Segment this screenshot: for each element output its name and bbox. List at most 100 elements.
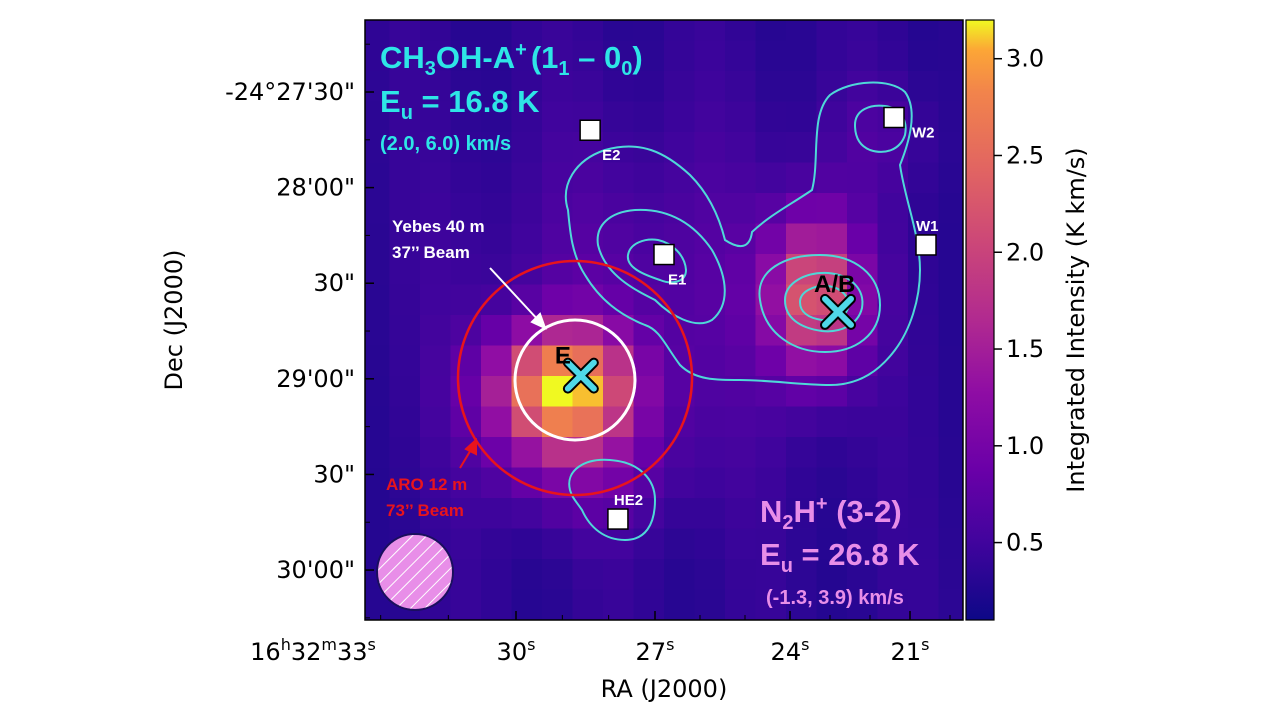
heatmap-pixel bbox=[481, 376, 513, 408]
heatmap-pixel bbox=[877, 162, 909, 194]
heatmap-pixel bbox=[481, 254, 513, 286]
heatmap-pixel bbox=[542, 498, 574, 530]
heatmap-pixel bbox=[389, 498, 421, 530]
heatmap-pixel bbox=[725, 528, 757, 560]
heatmap-pixel bbox=[877, 528, 909, 560]
pointing-x-ab: A/B bbox=[814, 271, 856, 330]
heatmap-pixel bbox=[908, 315, 940, 347]
heatmap-pixel bbox=[908, 20, 940, 42]
heatmap-pixel bbox=[786, 101, 818, 133]
heatmap-pixel bbox=[816, 437, 848, 469]
heatmap-pixel bbox=[542, 437, 574, 469]
heatmap-pixel bbox=[725, 40, 757, 72]
heatmap-pixel bbox=[755, 589, 787, 620]
heatmap-pixel bbox=[816, 223, 848, 255]
heatmap-pixel bbox=[389, 284, 421, 316]
heatmap-pixel bbox=[420, 284, 452, 316]
heatmap-pixel bbox=[908, 559, 940, 591]
aro-label-line1: ARO 12 m bbox=[386, 475, 467, 494]
heatmap-pixel bbox=[938, 559, 963, 591]
heatmap-pixel bbox=[389, 162, 421, 194]
heatmap-pixel bbox=[847, 589, 879, 620]
heatmap-pixel bbox=[847, 559, 879, 591]
heatmap-pixel bbox=[816, 20, 848, 42]
heatmap-pixel bbox=[420, 71, 452, 103]
heatmap-pixel bbox=[877, 345, 909, 377]
heatmap-pixel bbox=[694, 467, 726, 499]
heatmap-pixel bbox=[694, 376, 726, 408]
heatmap-pixel bbox=[847, 498, 879, 530]
heatmap-pixel bbox=[816, 467, 848, 499]
heatmap-pixel bbox=[389, 345, 421, 377]
heatmap-pixel bbox=[633, 40, 665, 72]
heatmap-pixel bbox=[664, 162, 696, 194]
y-tick-label: 29'00" bbox=[276, 365, 355, 393]
heatmap-pixel bbox=[877, 193, 909, 225]
heatmap-pixel bbox=[877, 406, 909, 438]
heatmap-pixel bbox=[908, 437, 940, 469]
heatmap-pixel bbox=[816, 40, 848, 72]
x-tick-label: 24s bbox=[771, 635, 810, 666]
heatmap-pixel bbox=[389, 406, 421, 438]
colorbar-ticks: 3.0 2.5 2.0 1.5 1.0 0.5 bbox=[994, 45, 1044, 557]
heatmap-pixel bbox=[450, 315, 482, 347]
heatmap-pixel bbox=[908, 132, 940, 164]
heatmap-pixel bbox=[633, 193, 665, 225]
heatmap-pixel bbox=[542, 101, 574, 133]
n2h-energy: Eu = 26.8 K bbox=[760, 537, 920, 577]
heatmap-pixel bbox=[816, 498, 848, 530]
heatmap-pixel bbox=[847, 406, 879, 438]
heatmap-pixel bbox=[633, 528, 665, 560]
heatmap-pixel bbox=[420, 406, 452, 438]
heatmap-pixel bbox=[603, 20, 635, 42]
heatmap-pixel bbox=[847, 528, 879, 560]
heatmap-pixel bbox=[365, 223, 391, 255]
heatmap-pixel bbox=[450, 345, 482, 377]
y-tick-label: 30" bbox=[313, 460, 355, 488]
heatmap-pixel bbox=[664, 437, 696, 469]
heatmap-pixel bbox=[877, 223, 909, 255]
heatmap-pixel bbox=[664, 498, 696, 530]
heatmap-pixel bbox=[420, 193, 452, 225]
heatmap-pixel bbox=[389, 20, 421, 42]
heatmap-pixel bbox=[633, 162, 665, 194]
heatmap-pixel bbox=[786, 71, 818, 103]
heatmap-pixel bbox=[664, 528, 696, 560]
heatmap-pixel bbox=[572, 71, 604, 103]
heatmap-pixel bbox=[694, 162, 726, 194]
heatmap-pixel bbox=[365, 254, 391, 286]
heatmap-pixel bbox=[511, 406, 543, 438]
heatmap-pixel bbox=[572, 20, 604, 42]
heatmap-pixel bbox=[816, 406, 848, 438]
heatmap-pixel bbox=[603, 162, 635, 194]
heatmap-pixel bbox=[389, 437, 421, 469]
heatmap-pixel bbox=[511, 223, 543, 255]
heatmap-pixel bbox=[694, 193, 726, 225]
heatmap-pixel bbox=[511, 20, 543, 42]
heatmap-pixel bbox=[877, 284, 909, 316]
heatmap-pixel bbox=[847, 376, 879, 408]
heatmap-pixel bbox=[847, 40, 879, 72]
heatmap-pixel bbox=[877, 498, 909, 530]
source-markers: E2 E1 W2 W1 HE2 bbox=[579, 106, 939, 530]
heatmap-pixel bbox=[389, 254, 421, 286]
heatmap-pixel bbox=[450, 71, 482, 103]
heatmap-pixel bbox=[938, 223, 963, 255]
heatmap-pixel bbox=[816, 101, 848, 133]
heatmap-pixel bbox=[938, 528, 963, 560]
heatmap-pixel bbox=[365, 20, 391, 42]
heatmap-pixel bbox=[603, 376, 635, 408]
heatmap-pixel bbox=[694, 559, 726, 591]
heatmap-pixel bbox=[450, 132, 482, 164]
heatmap-pixel bbox=[786, 406, 818, 438]
heatmap-pixel bbox=[420, 498, 452, 530]
y-axis-label: Dec (J2000) bbox=[160, 250, 188, 391]
heatmap-pixel bbox=[786, 437, 818, 469]
heatmap-pixel bbox=[389, 71, 421, 103]
heatmap-pixel bbox=[633, 71, 665, 103]
heatmap-pixel bbox=[938, 498, 963, 530]
contour-layer bbox=[564, 81, 922, 542]
heatmap-pixel bbox=[511, 40, 543, 72]
heatmap-pixel bbox=[365, 437, 391, 469]
source-square-e1 bbox=[653, 243, 675, 266]
